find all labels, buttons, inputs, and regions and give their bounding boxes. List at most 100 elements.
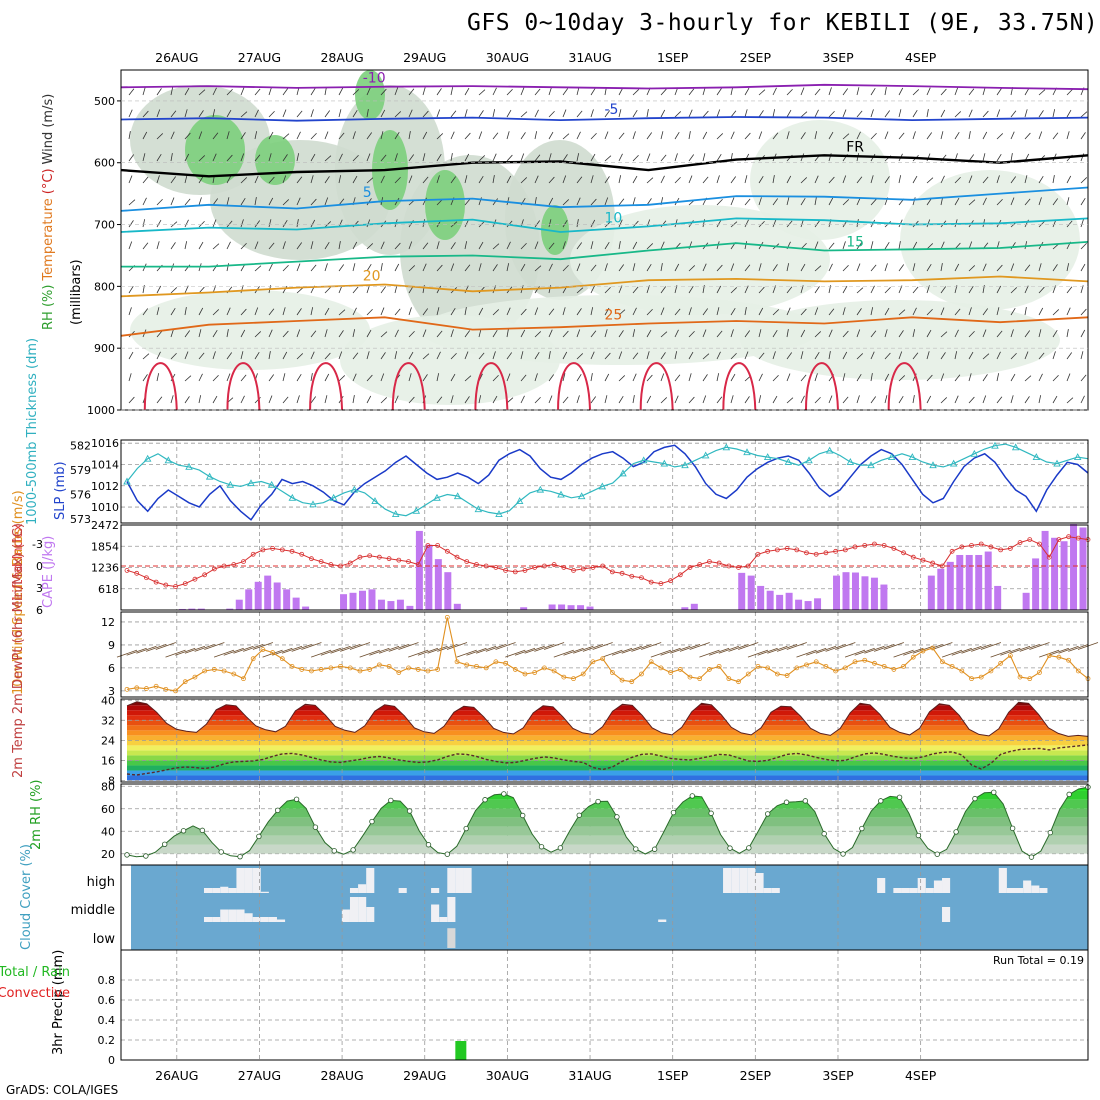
isotherm-label: 20 (363, 269, 381, 285)
wind-barb (324, 176, 330, 184)
wind-barb (856, 329, 861, 338)
wind-barb (1080, 263, 1086, 272)
wind-barb (1024, 396, 1030, 404)
wind-barb (534, 265, 542, 272)
cloud-cell (228, 888, 237, 893)
wind-barb (450, 373, 456, 382)
wind-barb (758, 110, 764, 118)
wind-barb (730, 329, 734, 338)
wind-barb (926, 351, 930, 360)
wind-barb (758, 220, 765, 228)
wind-barb (968, 330, 975, 338)
wind-barb (716, 154, 722, 162)
rh-marker (1028, 854, 1035, 860)
wind-barb (170, 87, 174, 96)
cloud-cell (244, 868, 253, 893)
isotherm-line (120, 316, 1089, 337)
wind-barb (660, 263, 663, 272)
wind-barb (548, 131, 554, 140)
cape-bar (681, 607, 689, 610)
wind-barb (184, 219, 189, 228)
wind-barb (422, 197, 427, 206)
surface-wind-barb (408, 649, 429, 658)
cape-bar (558, 604, 566, 610)
wind-barb (926, 198, 932, 206)
wind-barb (632, 395, 635, 404)
slp-line (126, 444, 1089, 521)
li-marker (988, 544, 994, 550)
surface-wind-barb (728, 643, 749, 652)
surface-wind-barb (281, 645, 303, 654)
wind-barb (1052, 351, 1056, 360)
wind-barb (954, 263, 960, 272)
wind-barb (884, 307, 890, 316)
wind-barb (156, 175, 160, 184)
wind-barb (814, 241, 819, 250)
rh-shading (570, 205, 830, 315)
cloud-cell (1023, 880, 1032, 893)
wind-barb (534, 331, 542, 338)
wind-barb (170, 329, 174, 338)
wind-barb (534, 88, 541, 96)
li-marker (386, 556, 392, 562)
wind-barb (940, 175, 945, 184)
wind-barb (170, 176, 177, 184)
cloud-cell (909, 888, 918, 893)
surface-wind-barb (980, 642, 1002, 650)
cloud-cell (398, 888, 407, 893)
surface-wind-barb (233, 645, 254, 654)
wind-barb (548, 153, 552, 162)
wind-barb (912, 352, 919, 360)
wind-barb (618, 309, 626, 316)
wind-barb (982, 176, 989, 184)
wind-speed-marker (260, 647, 266, 652)
wind-barb (548, 263, 553, 272)
wind-barb (926, 329, 932, 338)
wind-barb (842, 396, 849, 404)
li-marker (590, 565, 596, 570)
wind-barb (800, 395, 805, 404)
temp-band (127, 760, 1088, 766)
wind-barb (492, 309, 500, 316)
wind-barb (408, 396, 415, 404)
wind-barb (450, 308, 456, 316)
li-marker (959, 544, 965, 550)
rh-tick-label: 60 (101, 803, 115, 816)
rh-marker (218, 849, 224, 855)
wind-barb (128, 220, 134, 228)
wind-barb (562, 220, 568, 228)
wind-barb (394, 351, 398, 360)
wind-barb (1080, 308, 1087, 316)
cape-bar (567, 605, 575, 610)
wind-speed-marker (153, 683, 159, 689)
wind-barb (282, 396, 289, 404)
wind-barb (1080, 198, 1086, 206)
date-label-bottom: 26AUG (155, 1068, 198, 1083)
wind-barb (282, 175, 287, 184)
wind-speed-marker (483, 665, 489, 671)
wind-barb (240, 132, 246, 140)
wind-barb (226, 88, 233, 96)
wind-barb (324, 131, 329, 140)
wind-barb (982, 87, 986, 96)
date-label-bottom: 28AUG (320, 1068, 363, 1083)
wind-barb (492, 87, 497, 96)
wind-speed-marker (338, 663, 343, 669)
pressure-tick-label: 500 (94, 95, 115, 108)
wind-barb (604, 329, 608, 338)
cape-bar (804, 601, 812, 610)
wind-barb (800, 132, 806, 140)
wind-barb (128, 131, 131, 140)
li-marker (648, 579, 654, 585)
surface-wind-barb (767, 645, 788, 654)
wind-barb (212, 198, 219, 206)
wind-barb (338, 241, 341, 250)
wind-barb (758, 286, 765, 294)
thickness-marker (1053, 459, 1061, 467)
wind-barb (380, 286, 387, 294)
wind-barb (380, 154, 387, 162)
wind-barb (142, 242, 149, 250)
wind-barb (184, 87, 190, 96)
wind-barb (506, 307, 511, 316)
li-marker (561, 565, 567, 570)
